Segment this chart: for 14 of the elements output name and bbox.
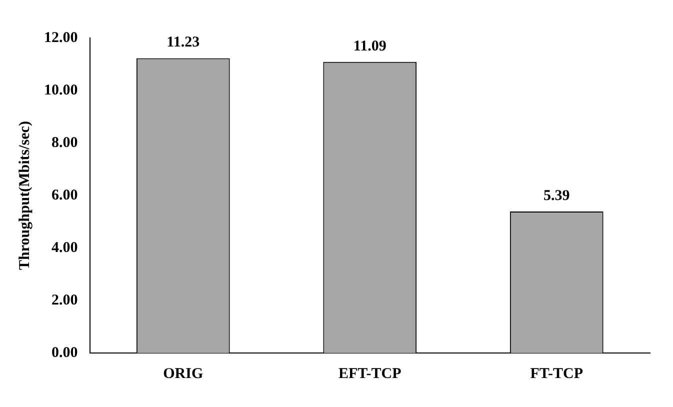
y-tick-label: 6.00 [52, 187, 78, 204]
y-tick-label: 0.00 [52, 344, 78, 361]
x-tick-label: ORIG [163, 366, 204, 382]
y-tick-label: 12.00 [44, 30, 78, 46]
y-axis-title: Throughput(Mbits/sec) [16, 121, 33, 270]
x-tick-label: FT-TCP [530, 366, 584, 382]
data-label: 5.39 [544, 188, 570, 204]
data-label: 11.23 [166, 34, 200, 51]
y-tick-label: 2.00 [52, 292, 78, 308]
y-tick-label: 4.00 [52, 240, 78, 256]
y-tick-label: 8.00 [52, 134, 78, 151]
data-label: 11.09 [353, 38, 386, 54]
x-tick-label: EFT-TCP [338, 366, 402, 382]
y-tick-label: 10.00 [44, 82, 78, 98]
